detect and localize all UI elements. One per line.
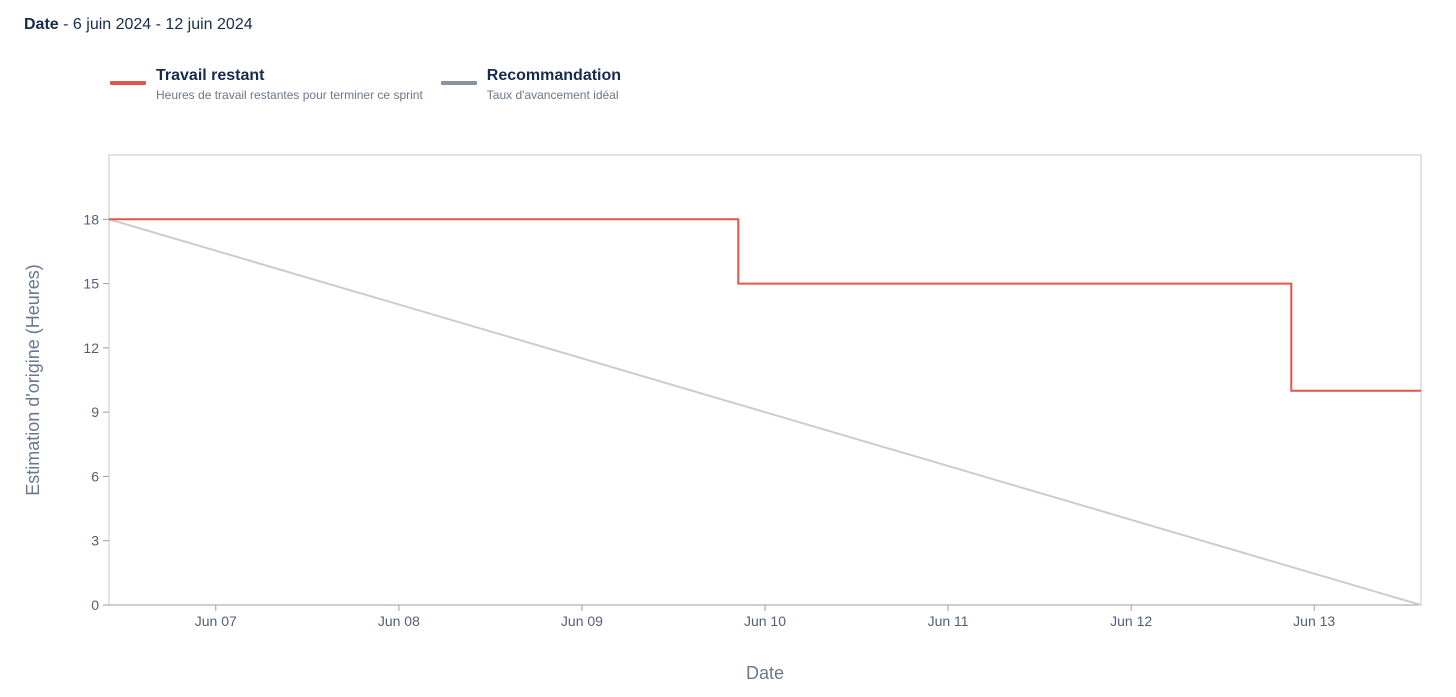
y-tick-label: 6 xyxy=(91,468,99,484)
chart-legend: Travail restant Heures de travail restan… xyxy=(110,66,621,103)
x-tick-label: Jun 12 xyxy=(1110,613,1152,629)
y-tick-label: 12 xyxy=(83,340,99,356)
legend-swatch-remaining-work xyxy=(110,81,146,85)
y-tick-label: 15 xyxy=(83,276,99,292)
x-tick-label: Jun 11 xyxy=(928,613,969,629)
x-tick-label: Jun 13 xyxy=(1293,613,1335,629)
y-axis-label: Estimation d'origine (Heures) xyxy=(23,264,43,496)
x-axis-ticks: Jun 07 Jun 08 Jun 09 Jun 10 Jun 11 Jun 12 Jun … xyxy=(195,605,1335,629)
x-tick-label: Jun 10 xyxy=(744,613,786,629)
date-label: Date xyxy=(24,16,59,33)
legend-swatch-guideline xyxy=(440,81,477,85)
series-line-guideline[interactable] xyxy=(108,218,1422,606)
legend-title-remaining-work: Travail restant xyxy=(156,67,265,84)
y-axis-ticks: 0 3 6 9 12 15 18 xyxy=(83,211,109,613)
x-tick-label: Jun 07 xyxy=(195,613,237,629)
x-tick-label: Jun 09 xyxy=(561,613,603,629)
y-tick-label: 18 xyxy=(83,211,99,227)
legend-desc-remaining-work: Heures de travail restantes pour termine… xyxy=(156,88,423,102)
legend-title-guideline: Recommandation xyxy=(486,67,622,84)
legend-item-guideline[interactable]: Recommandation Taux d'avancement idéal xyxy=(440,66,622,103)
date-range-header: Date - 6 juin 2024 - 12 juin 2024 xyxy=(24,15,253,35)
legend-desc-guideline: Taux d'avancement idéal xyxy=(486,88,619,102)
y-tick-label: 3 xyxy=(91,533,99,549)
x-tick-label: Jun 08 xyxy=(378,613,420,629)
plot-area-border xyxy=(108,154,1422,606)
y-tick-label: 0 xyxy=(91,597,99,613)
y-tick-label: 9 xyxy=(91,404,99,420)
legend-item-remaining-work[interactable]: Travail restant Heures de travail restan… xyxy=(110,66,423,103)
x-axis-label: Date xyxy=(746,663,784,683)
series-line-remaining-work[interactable] xyxy=(109,218,1421,392)
date-range-value: - 6 juin 2024 - 12 juin 2024 xyxy=(63,16,253,33)
series-layer xyxy=(108,218,1422,606)
